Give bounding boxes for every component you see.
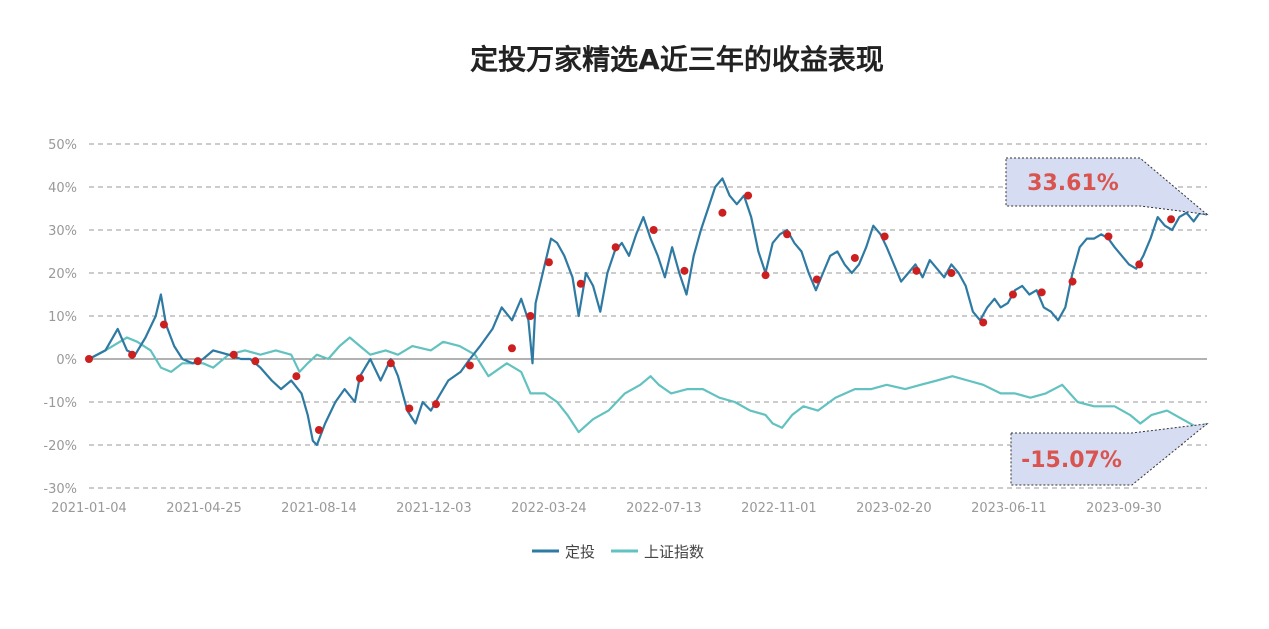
purchase-marker	[128, 350, 137, 359]
purchase-marker	[193, 357, 202, 366]
purchase-marker	[812, 275, 821, 284]
y-tick-label: 50%	[48, 138, 77, 153]
purchase-marker	[718, 208, 727, 217]
purchase-marker	[159, 320, 168, 329]
axis-layer: 50% 40% 30% 20% 10% 0% -10% -20% -30% 2021-01-04 2…	[43, 138, 1161, 516]
purchase-marker	[507, 344, 516, 353]
purchase-marker	[251, 357, 260, 366]
y-tick-label: 40%	[48, 181, 77, 196]
purchase-marker	[1068, 277, 1077, 286]
purchase-marker	[229, 350, 238, 359]
series-line-0	[88, 177, 1208, 447]
callout-box-1	[1010, 423, 1209, 486]
purchase-marker	[979, 318, 988, 327]
callout-layer: 33.61% -15.07%	[1005, 157, 1209, 486]
purchase-marker	[465, 361, 474, 370]
purchase-marker	[1037, 288, 1046, 297]
callout-box-0	[1005, 157, 1209, 216]
legend-label-0: 定投	[565, 543, 595, 561]
x-tick-label: 2022-07-13	[626, 501, 702, 516]
y-tick-label: -10%	[43, 396, 77, 411]
purchase-marker	[649, 226, 658, 234]
x-tick-label: 2023-02-20	[856, 501, 932, 516]
purchase-marker	[526, 312, 535, 320]
x-tick-label: 2022-03-24	[511, 501, 587, 516]
purchase-marker	[544, 258, 553, 267]
series-line-1	[88, 336, 1208, 434]
x-tick-label: 2021-04-25	[166, 501, 242, 516]
purchase-marker	[576, 279, 585, 288]
purchase-marker	[432, 400, 441, 409]
series-layer	[88, 177, 1208, 447]
purchase-marker	[850, 253, 859, 262]
purchase-marker	[1104, 232, 1113, 241]
x-tick-label: 2023-09-30	[1086, 501, 1162, 516]
callout-label-1: -15.07%	[1021, 448, 1122, 473]
y-tick-label: -20%	[43, 439, 77, 454]
x-tick-label: 2021-12-03	[396, 501, 472, 516]
purchase-marker	[85, 355, 93, 363]
purchase-marker	[947, 269, 956, 277]
purchase-marker	[386, 359, 395, 368]
purchase-marker	[783, 230, 792, 239]
purchase-marker	[356, 374, 365, 383]
chart-title: 定投万家精选A近三年的收益表现	[470, 43, 884, 76]
y-tick-label: 20%	[48, 267, 77, 282]
callout-label-0: 33.61%	[1027, 171, 1119, 196]
marker-layer	[85, 191, 1176, 434]
purchase-marker	[292, 372, 301, 381]
purchase-marker	[611, 243, 620, 252]
purchase-marker	[680, 266, 689, 275]
purchase-marker	[744, 191, 753, 200]
y-tick-label: 10%	[48, 310, 77, 325]
purchase-marker	[1167, 215, 1176, 224]
purchase-marker	[314, 425, 323, 434]
purchase-marker	[880, 232, 889, 241]
purchase-marker	[405, 404, 414, 413]
x-tick-label: 2021-08-14	[281, 501, 357, 516]
y-tick-label: -30%	[43, 482, 77, 497]
legend: 定投 上证指数	[532, 543, 704, 561]
x-tick-label: 2023-06-11	[971, 501, 1047, 516]
y-tick-label: 0%	[56, 353, 77, 368]
purchase-marker	[1135, 260, 1144, 269]
x-tick-label: 2021-01-04	[51, 501, 127, 516]
legend-label-1: 上证指数	[644, 543, 704, 561]
purchase-marker	[912, 266, 921, 275]
purchase-marker	[761, 271, 770, 280]
x-tick-label: 2022-11-01	[741, 501, 817, 516]
purchase-marker	[1008, 290, 1017, 299]
y-tick-label: 30%	[48, 224, 77, 239]
